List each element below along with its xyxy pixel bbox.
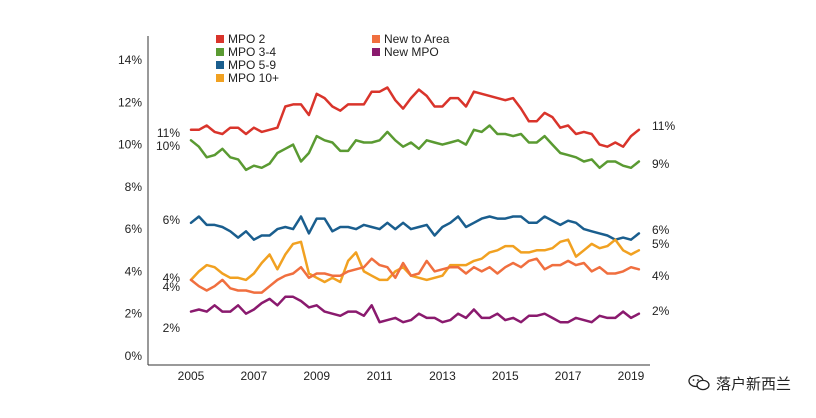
series-start-label: 4% bbox=[163, 271, 181, 285]
series-line-3 bbox=[189, 238, 641, 284]
series-end-labels: 11% 11%10%9%6%6%4%5%4%4%2%2% bbox=[156, 119, 675, 335]
watermark-text: 落户新西兰 bbox=[716, 374, 792, 393]
x-tick-label: 2015 bbox=[492, 369, 519, 383]
x-axis-ticks: 2005 2007 2009 2011 2013 2015 2017 2019 bbox=[178, 369, 645, 383]
series-start-label: 6% bbox=[163, 213, 181, 227]
series-start-label: 2% bbox=[163, 321, 181, 335]
series-end-label: 4% bbox=[652, 269, 670, 283]
series-start-label: 4% bbox=[163, 280, 181, 294]
x-tick-label: 2013 bbox=[429, 369, 456, 383]
series-lines bbox=[189, 86, 641, 324]
x-tick-label: 2007 bbox=[241, 369, 268, 383]
y-tick-label: 14% bbox=[118, 53, 142, 67]
series-end-label: 9% bbox=[652, 157, 670, 171]
series-line-2 bbox=[189, 215, 641, 241]
legend-swatch bbox=[216, 61, 224, 69]
wechat-icon bbox=[688, 374, 710, 391]
x-tick-label: 2011 bbox=[367, 369, 393, 383]
legend-label: MPO 3-4 bbox=[228, 45, 276, 59]
legend-label: MPO 5-9 bbox=[228, 58, 276, 72]
legend-swatch bbox=[372, 48, 380, 56]
axes bbox=[147, 36, 650, 366]
series-start-label: 10% bbox=[156, 139, 180, 153]
series-line-4 bbox=[189, 257, 641, 294]
watermark: 落户新西兰 bbox=[688, 372, 791, 394]
series-start-label: 11% bbox=[157, 126, 180, 140]
legend-swatch bbox=[216, 48, 224, 56]
legend-swatch bbox=[372, 35, 380, 43]
y-tick-label: 8% bbox=[125, 180, 143, 194]
series-end-label: 5% bbox=[652, 237, 670, 251]
series-line-0 bbox=[189, 86, 641, 148]
legend-swatch bbox=[216, 74, 224, 82]
series-line-1 bbox=[189, 124, 641, 172]
series-line-5 bbox=[189, 295, 641, 324]
y-tick-label: 4% bbox=[125, 264, 143, 278]
series-end-label: 11% bbox=[652, 119, 675, 133]
y-tick-label: 10% bbox=[118, 138, 142, 152]
legend-label: New MPO bbox=[384, 45, 439, 59]
x-tick-label: 2009 bbox=[303, 369, 330, 383]
x-tick-label: 2005 bbox=[178, 369, 205, 383]
x-tick-label: 2017 bbox=[555, 369, 582, 383]
y-tick-label: 2% bbox=[125, 307, 143, 321]
x-tick-label: 2019 bbox=[618, 369, 645, 383]
y-tick-label: 6% bbox=[125, 222, 143, 236]
y-axis-ticks: 0% 2% 4% 6% 8% 10% 12% 14% bbox=[118, 53, 142, 363]
series-end-label: 2% bbox=[652, 304, 670, 318]
series-end-label: 6% bbox=[652, 223, 670, 237]
legend-label: MPO 2 bbox=[228, 32, 266, 46]
y-tick-label: 0% bbox=[125, 349, 143, 363]
legend-label: New to Area bbox=[384, 32, 450, 46]
legend-swatch bbox=[216, 35, 224, 43]
legend-label: MPO 10+ bbox=[228, 71, 279, 85]
y-tick-label: 12% bbox=[118, 95, 142, 109]
